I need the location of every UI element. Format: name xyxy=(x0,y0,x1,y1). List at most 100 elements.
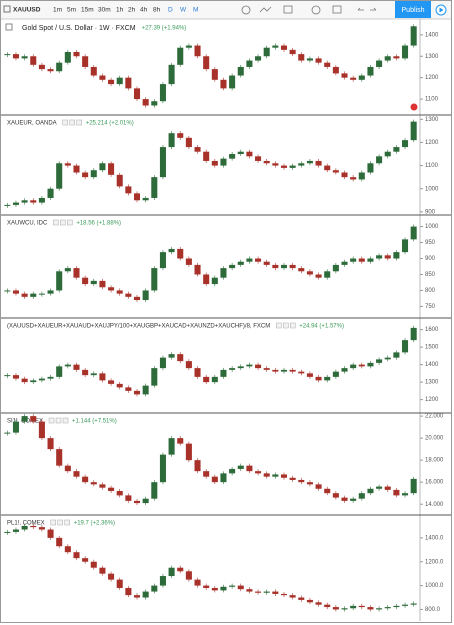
candle-body xyxy=(142,197,149,201)
symbol[interactable]: XAUUSD xyxy=(13,7,41,14)
interval[interactable]: 5m xyxy=(67,7,76,14)
candle-body xyxy=(185,258,192,265)
y-tick-label: 1200.0 xyxy=(425,559,444,565)
interval[interactable]: D xyxy=(168,7,173,14)
candle-body xyxy=(246,589,253,592)
candle-body xyxy=(384,151,391,157)
candle-body xyxy=(4,54,11,56)
candle-body xyxy=(38,64,45,70)
candle-body xyxy=(4,290,11,292)
candle-body xyxy=(306,58,313,61)
y-tick-label: 1600 xyxy=(425,327,439,333)
candle-body xyxy=(125,495,132,501)
pane-button xyxy=(76,119,82,126)
play-icon xyxy=(439,7,444,13)
candle-body xyxy=(168,438,175,455)
candle-body xyxy=(168,567,175,577)
candle-body xyxy=(159,576,166,586)
icon[interactable] xyxy=(311,5,321,15)
interval[interactable]: W xyxy=(180,7,187,14)
candle-body xyxy=(384,486,391,490)
candle-body xyxy=(350,77,357,80)
candle-body xyxy=(203,151,210,161)
candle-body xyxy=(272,369,279,372)
interval[interactable]: 2h xyxy=(128,7,136,14)
interval[interactable]: 4h xyxy=(140,7,148,14)
candle-body xyxy=(332,264,339,272)
icon[interactable] xyxy=(241,5,251,15)
candle-body xyxy=(410,327,417,341)
candle-body xyxy=(255,56,262,61)
candle-body xyxy=(237,465,244,469)
candle-body xyxy=(350,364,357,369)
candle-body xyxy=(246,60,253,67)
icon[interactable] xyxy=(370,7,377,11)
candle-body xyxy=(38,527,45,530)
publish-label[interactable]: Publish xyxy=(402,7,425,14)
candle-body xyxy=(82,369,89,376)
pane-title: (XAUUSD+XAUEUR+XAUAUD+XAUJPY/100+XAUGBP+… xyxy=(7,324,270,330)
candle-body xyxy=(367,163,374,173)
y-tick-label: 1500 xyxy=(425,345,439,351)
candle-body xyxy=(289,477,296,480)
icon[interactable] xyxy=(283,5,293,14)
candle-body xyxy=(358,75,365,80)
candle-body xyxy=(350,498,357,501)
candle-body xyxy=(12,290,19,294)
candle-body xyxy=(384,56,391,61)
candle-body xyxy=(30,380,37,383)
interval[interactable]: 1h xyxy=(116,7,124,14)
icon[interactable] xyxy=(357,7,364,11)
candle-body xyxy=(38,293,45,295)
candle-body xyxy=(306,271,313,275)
toolbar xyxy=(1,1,451,19)
candle-body xyxy=(90,170,97,178)
y-tick-label: 16.000 xyxy=(425,480,444,486)
y-tick-label: 950 xyxy=(425,240,436,246)
interval[interactable]: 1m xyxy=(53,7,62,14)
candle-body xyxy=(255,258,262,262)
candle-body xyxy=(30,56,37,65)
candle-body xyxy=(341,172,348,178)
candle-body xyxy=(280,593,288,596)
candle-body xyxy=(133,500,141,504)
candle-body xyxy=(280,474,288,478)
candle-body xyxy=(185,45,192,48)
y-tick-label: 1200 xyxy=(425,75,439,81)
y-tick-label: 800.0 xyxy=(425,607,441,613)
candle-body xyxy=(21,378,28,383)
candle-body xyxy=(332,371,339,377)
interval[interactable]: M xyxy=(193,7,198,14)
pane-change: +18.56 (+1.88%) xyxy=(76,221,121,227)
candle-body xyxy=(220,473,227,483)
publish-button[interactable] xyxy=(395,1,431,18)
candle-body xyxy=(220,586,227,591)
candle-body xyxy=(315,376,322,381)
candle-body xyxy=(4,375,11,377)
candle-body xyxy=(289,49,296,55)
candle-body xyxy=(332,170,339,173)
symbol-icon[interactable] xyxy=(3,5,11,13)
candle-body xyxy=(125,186,132,194)
candle-body xyxy=(350,258,357,262)
candle-body xyxy=(90,66,97,76)
candle-body xyxy=(47,188,54,198)
candle-body xyxy=(21,56,28,59)
y-tick-label: 750 xyxy=(425,304,436,310)
candle-body xyxy=(82,56,89,67)
interval[interactable]: 30m xyxy=(98,7,111,14)
icon[interactable] xyxy=(259,6,272,13)
candle-body xyxy=(90,373,97,376)
candle-body xyxy=(272,264,279,269)
pane-button xyxy=(283,322,289,329)
candle-body xyxy=(159,454,166,483)
candle-body xyxy=(203,56,210,70)
interval[interactable]: 15m xyxy=(81,7,94,14)
interval[interactable]: 8h xyxy=(153,7,161,14)
candle-body xyxy=(376,156,383,164)
icon[interactable] xyxy=(332,5,342,14)
candle-body xyxy=(272,474,279,477)
candle-body xyxy=(64,546,71,553)
pane-button xyxy=(60,219,66,226)
